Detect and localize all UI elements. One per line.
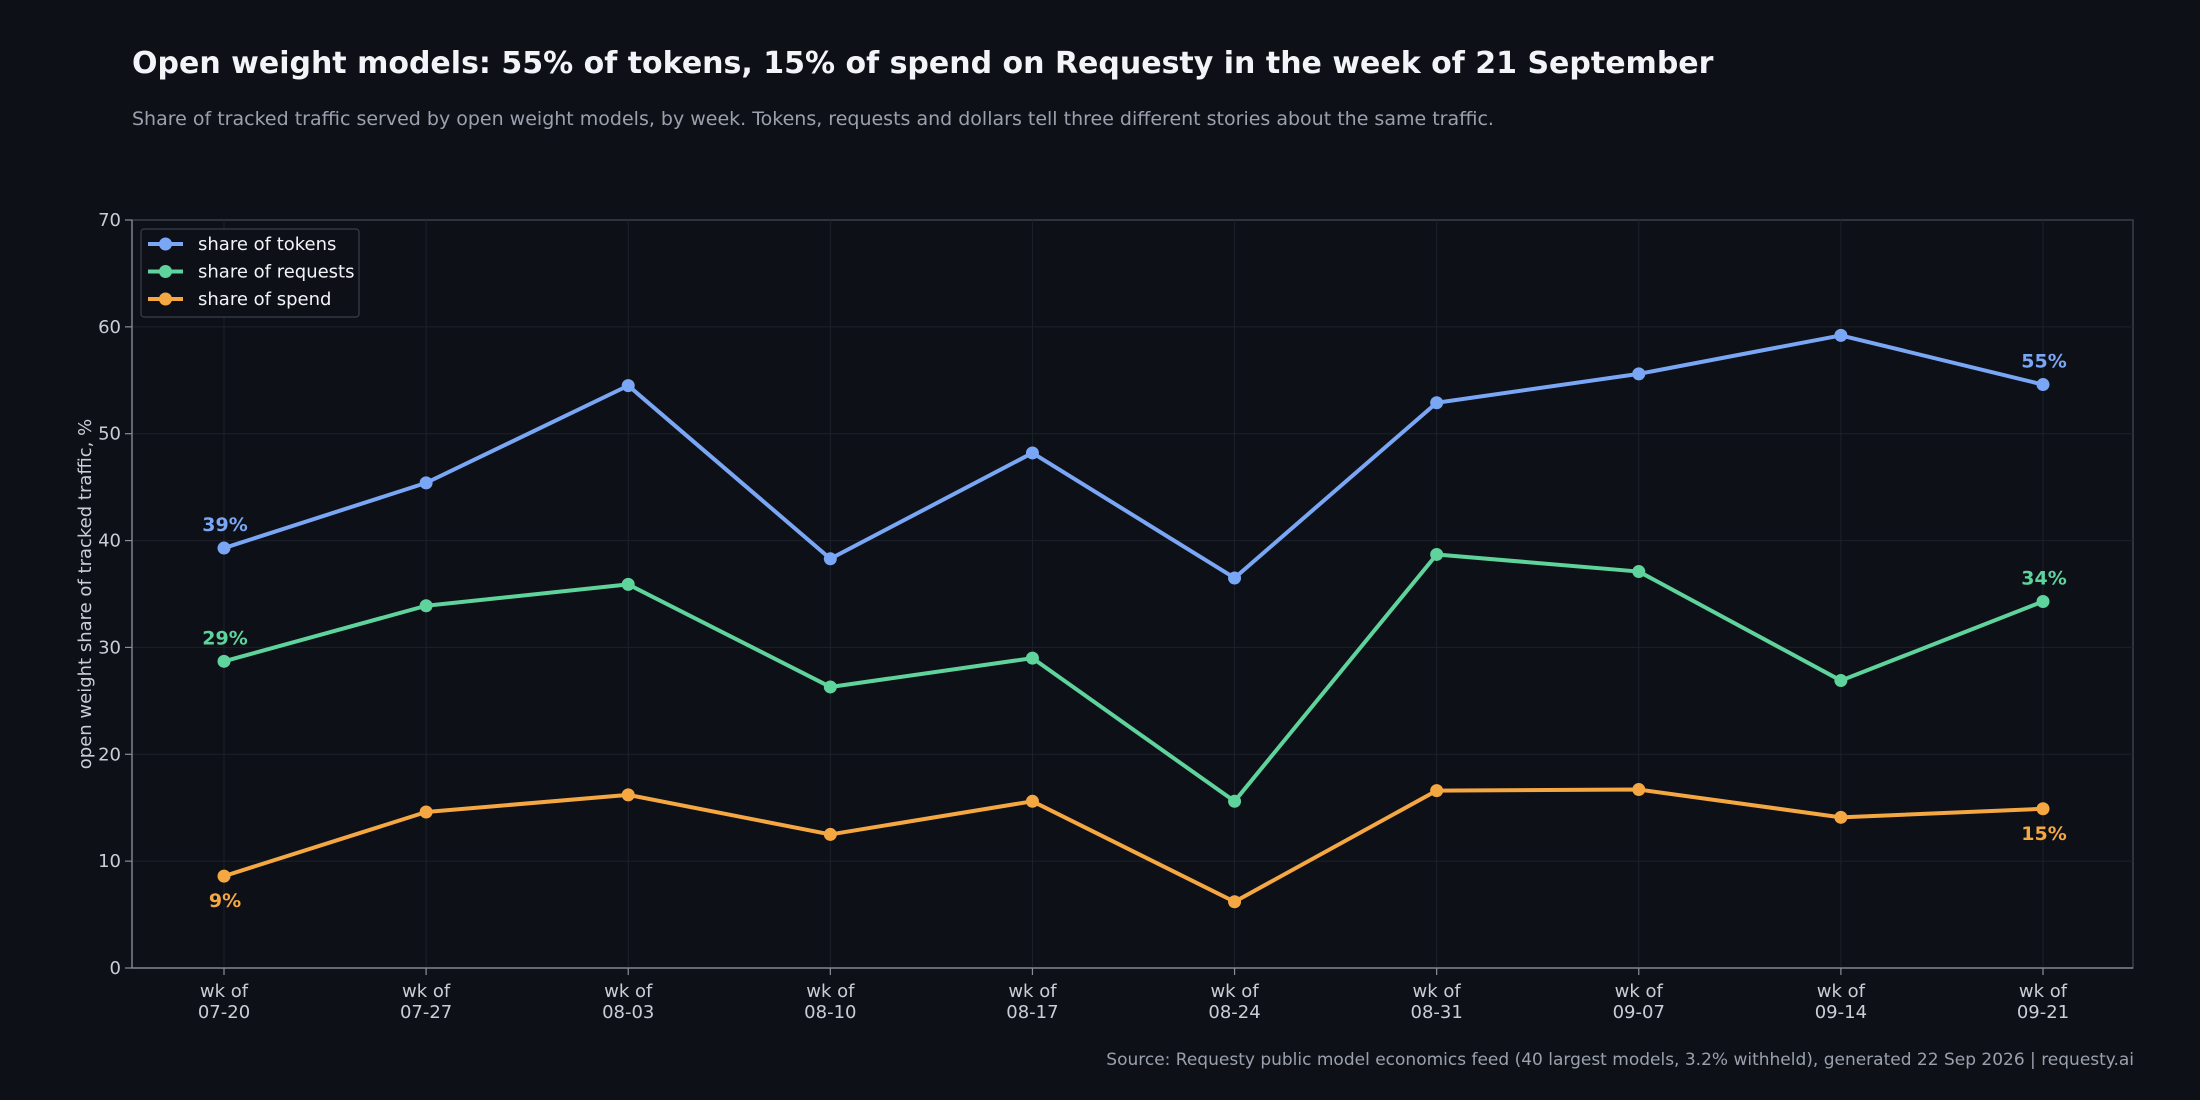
x-tick-label: 07-20 bbox=[198, 1002, 250, 1023]
data-label: 39% bbox=[202, 514, 247, 536]
x-tick-label: wk of bbox=[200, 981, 249, 1002]
x-tick-label: 08-17 bbox=[1006, 1002, 1058, 1023]
data-point bbox=[1632, 565, 1646, 579]
x-tick-label: wk of bbox=[1008, 981, 1057, 1002]
data-point bbox=[419, 476, 433, 490]
legend-box bbox=[140, 228, 360, 318]
data-point bbox=[2036, 802, 2050, 816]
x-tick-label: 08-10 bbox=[804, 1002, 856, 1023]
legend-label: share of spend bbox=[198, 289, 331, 310]
data-point bbox=[621, 379, 635, 393]
data-point bbox=[1632, 367, 1646, 381]
data-point bbox=[1025, 446, 1039, 460]
data-point bbox=[1228, 895, 1242, 909]
x-tick-label: wk of bbox=[402, 981, 451, 1002]
data-point bbox=[1430, 396, 1444, 410]
y-tick-label: 40 bbox=[98, 531, 121, 552]
y-tick-label: 70 bbox=[98, 210, 121, 231]
data-label: 34% bbox=[2021, 567, 2066, 589]
data-point bbox=[2036, 378, 2050, 392]
x-tick-label: 09-07 bbox=[1613, 1002, 1665, 1023]
data-point bbox=[823, 680, 837, 694]
series-line bbox=[222, 552, 2045, 804]
x-tick-label: 07-27 bbox=[400, 1002, 452, 1023]
data-label: 55% bbox=[2021, 351, 2066, 373]
x-tick-label: 09-14 bbox=[1815, 1002, 1867, 1023]
legend-item: share of tokens bbox=[148, 234, 336, 255]
x-tick-label: 08-31 bbox=[1411, 1002, 1463, 1023]
x-tick-label: wk of bbox=[1210, 981, 1259, 1002]
data-point bbox=[1430, 784, 1444, 798]
x-tick-label: wk of bbox=[1413, 981, 1462, 1002]
series-share-of-tokens: 39% 55% bbox=[202, 328, 2067, 585]
data-point bbox=[1228, 571, 1242, 585]
legend-label: share of tokens bbox=[198, 234, 336, 255]
data-label: 29% bbox=[202, 627, 247, 649]
data-label: 15% bbox=[2021, 823, 2066, 845]
data-point bbox=[1430, 547, 1444, 561]
data-point bbox=[621, 788, 635, 802]
chart-subtitle: Share of tracked traffic served by open … bbox=[132, 108, 1494, 130]
legend-item: share of requests bbox=[148, 262, 355, 283]
x-tick-label: wk of bbox=[2019, 981, 2068, 1002]
data-point bbox=[1834, 674, 1848, 688]
legend-marker bbox=[159, 237, 172, 251]
data-point bbox=[217, 654, 231, 668]
series-share-of-requests: 29% 34% bbox=[202, 547, 2067, 808]
source-note: Source: Requesty public model economics … bbox=[1106, 1050, 2134, 1070]
legend-label: share of requests bbox=[198, 262, 355, 283]
x-tick-label: 08-24 bbox=[1208, 1002, 1260, 1023]
data-point bbox=[2036, 594, 2050, 608]
plot-frame bbox=[131, 219, 2134, 969]
x-tick-label: wk of bbox=[604, 981, 653, 1002]
y-tick-label: 60 bbox=[98, 317, 121, 338]
data-point bbox=[823, 827, 837, 841]
y-tick-label: 0 bbox=[110, 958, 121, 979]
data-point bbox=[823, 552, 837, 566]
x-tick-label: 08-03 bbox=[602, 1002, 654, 1023]
x-tick-label: wk of bbox=[806, 981, 855, 1002]
data-point bbox=[217, 541, 231, 555]
data-point bbox=[419, 805, 433, 819]
x-tick-label: wk of bbox=[1817, 981, 1866, 1002]
data-point bbox=[1632, 783, 1646, 797]
data-point bbox=[1025, 794, 1039, 808]
data-label: 9% bbox=[209, 890, 241, 912]
series-line bbox=[222, 787, 2045, 904]
legend-marker bbox=[159, 292, 172, 306]
data-point bbox=[1228, 794, 1242, 808]
data-point bbox=[1025, 651, 1039, 665]
x-tick-label: wk of bbox=[1615, 981, 1664, 1002]
y-tick-label: 30 bbox=[98, 637, 121, 658]
legend: share of tokens share of requests share of… bbox=[140, 228, 360, 318]
legend-marker bbox=[159, 265, 172, 278]
y-tick-label: 20 bbox=[98, 744, 121, 765]
chart-title: Open weight models: 55% of tokens, 15% o… bbox=[132, 46, 1714, 81]
data-point bbox=[419, 599, 433, 613]
series-share-of-spend: 9% 15% bbox=[209, 783, 2067, 912]
legend-item: share of spend bbox=[148, 289, 331, 310]
data-point bbox=[1834, 810, 1848, 824]
y-tick-label: 50 bbox=[98, 424, 121, 445]
data-point bbox=[621, 577, 635, 591]
x-tick-label: 09-21 bbox=[2017, 1002, 2069, 1023]
data-point bbox=[1834, 328, 1848, 342]
series-line bbox=[222, 333, 2045, 580]
y-tick-label: 10 bbox=[98, 851, 121, 872]
y-axis-label: open weight share of tracked traffic, % bbox=[75, 419, 96, 769]
data-point bbox=[217, 869, 231, 883]
